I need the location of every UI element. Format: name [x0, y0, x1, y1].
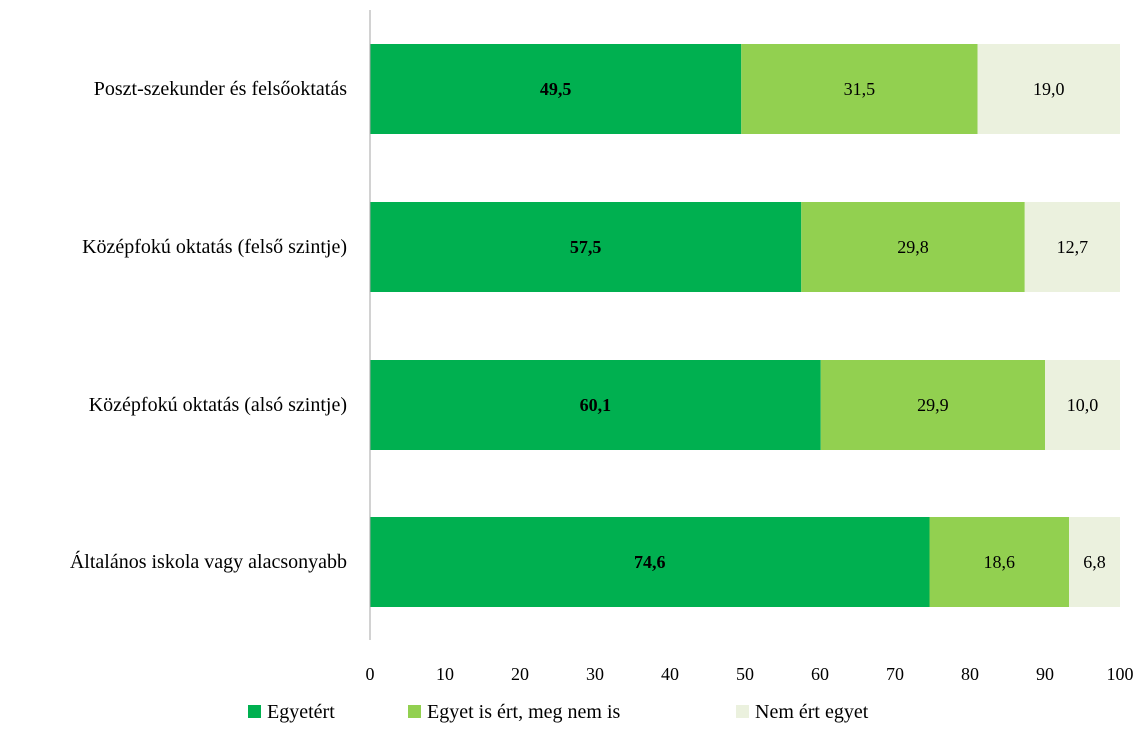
- category-label: Poszt-szekunder és felsőoktatás: [94, 78, 347, 100]
- data-label: 74,6: [634, 552, 666, 572]
- data-label: 31,5: [844, 79, 876, 99]
- legend-label: Egyet is ért, meg nem is: [427, 701, 621, 723]
- category-label: Általános iskola vagy alacsonyabb: [70, 550, 347, 573]
- bars-layer: [370, 44, 1120, 607]
- data-label: 19,0: [1033, 79, 1065, 99]
- legend-swatch: [408, 705, 421, 718]
- bar-segment: [1045, 360, 1120, 450]
- legend: Egyetért Egyet is ért, meg nem is Nem ért …: [248, 701, 869, 723]
- data-labels-layer: 49,5 31,5 19,0 57,5 29,8 12,7 60,1 29,9 10,0 74,6…: [540, 79, 1106, 572]
- bar-segment: [741, 44, 978, 134]
- legend-swatch: [248, 705, 261, 718]
- legend-label: Nem ért egyet: [755, 701, 869, 723]
- x-tick-label: 0: [366, 664, 375, 684]
- bar-segment: [801, 202, 1025, 292]
- data-label: 6,8: [1083, 552, 1106, 572]
- data-label: 29,9: [917, 395, 949, 415]
- bar-segment: [977, 44, 1120, 134]
- bar-segment: [1069, 517, 1120, 607]
- x-axis-ticks: 0 10 20 30 40 50 60 70 80 90 100: [366, 664, 1134, 684]
- bar-segment: [370, 360, 821, 450]
- x-tick-label: 10: [436, 664, 454, 684]
- x-tick-label: 20: [511, 664, 529, 684]
- x-tick-label: 60: [811, 664, 829, 684]
- x-tick-label: 40: [661, 664, 679, 684]
- bar-segment: [370, 517, 930, 607]
- x-tick-label: 70: [886, 664, 904, 684]
- x-tick-label: 80: [961, 664, 979, 684]
- legend-label: Egyetért: [267, 701, 335, 723]
- bar-segment: [370, 202, 802, 292]
- data-label: 29,8: [897, 237, 929, 257]
- data-label: 49,5: [540, 79, 572, 99]
- data-label: 57,5: [570, 237, 602, 257]
- x-tick-label: 30: [586, 664, 604, 684]
- bar-segment: [820, 360, 1045, 450]
- bar-segment: [370, 44, 742, 134]
- data-label: 10,0: [1067, 395, 1099, 415]
- x-tick-label: 100: [1107, 664, 1134, 684]
- legend-swatch: [736, 705, 749, 718]
- category-label: Középfokú oktatás (felső szintje): [82, 236, 347, 258]
- x-tick-label: 50: [736, 664, 754, 684]
- category-label: Középfokú oktatás (alsó szintje): [89, 394, 347, 416]
- data-label: 12,7: [1057, 237, 1089, 257]
- x-tick-label: 90: [1036, 664, 1054, 684]
- bar-segment: [1024, 202, 1120, 292]
- data-label: 60,1: [580, 395, 612, 415]
- bar-segment: [929, 517, 1069, 607]
- category-labels-layer: Poszt-szekunder és felsőoktatás Középfokú…: [70, 78, 347, 573]
- data-label: 18,6: [984, 552, 1016, 572]
